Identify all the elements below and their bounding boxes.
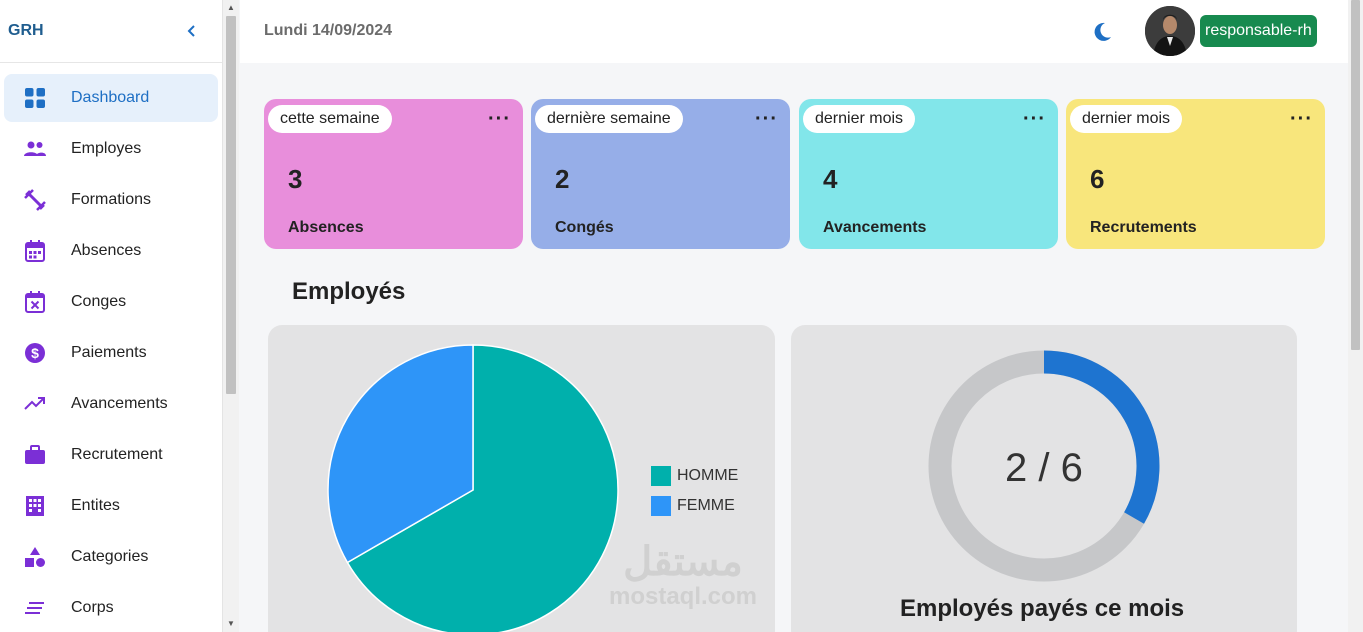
stat-label: Congés <box>555 219 614 236</box>
brand-name: GRH <box>8 22 44 39</box>
sidebar: GRH Dashboard Employes Formations <box>0 0 223 632</box>
sidebar-item-label: Paiements <box>71 344 147 361</box>
sidebar-item-conges[interactable]: Conges <box>4 278 218 326</box>
avatar[interactable] <box>1145 6 1195 56</box>
sidebar-item-corps[interactable]: Corps <box>4 584 218 632</box>
calendar-x-icon <box>22 289 48 315</box>
paid-label: Employés payés ce mois <box>900 595 1185 622</box>
stat-value: 6 <box>1090 164 1105 194</box>
pie-slice-femme[interactable] <box>327 344 474 564</box>
dollar-icon: $ <box>22 340 48 366</box>
stat-label: Avancements <box>823 219 927 236</box>
role-badge[interactable]: responsable-rh <box>1200 15 1317 47</box>
people-icon <box>22 136 48 162</box>
sidebar-item-categories[interactable]: Categories <box>4 533 218 581</box>
sidebar-item-label: Employes <box>71 140 142 157</box>
section-title: Employés <box>292 278 406 305</box>
paid-ratio: 2 / 6 <box>1005 446 1083 490</box>
period-chip[interactable]: dernier mois <box>1070 105 1183 133</box>
period-chip[interactable]: cette semaine <box>268 105 392 133</box>
sidebar-item-formations[interactable]: Formations <box>4 176 218 224</box>
sidebar-nav: Dashboard Employes Formations Absences C… <box>0 63 222 632</box>
paid-employees-panel: 2 / 6 Employés payés ce mois <box>791 325 1297 632</box>
top-bar: Lundi 14/09/2024 responsable-rh <box>240 0 1348 63</box>
legend-swatch <box>651 496 671 516</box>
paid-donut-chart <box>928 350 1160 582</box>
sidebar-item-label: Avancements <box>71 395 168 412</box>
current-date: Lundi 14/09/2024 <box>264 22 393 39</box>
gender-pie-chart <box>327 344 619 632</box>
sidebar-item-label: Formations <box>71 191 152 208</box>
main-scrollbar-thumb[interactable] <box>1351 0 1360 350</box>
stat-value: 3 <box>288 164 303 194</box>
stat-card-absences: cette semaine ··· 3 Absences <box>264 99 523 249</box>
legend-item-femme[interactable]: FEMME <box>651 496 735 516</box>
more-icon[interactable]: ··· <box>1290 108 1313 130</box>
stat-card-conges: dernière semaine ··· 2 Congés <box>531 99 790 249</box>
more-icon[interactable]: ··· <box>488 108 511 130</box>
stat-value: 4 <box>823 164 838 194</box>
period-chip[interactable]: dernier mois <box>803 105 916 133</box>
stat-label: Absences <box>288 219 364 236</box>
sidebar-item-label: Conges <box>71 293 127 310</box>
sidebar-item-label: Corps <box>71 599 114 616</box>
trending-up-icon <box>22 391 48 417</box>
main-scrollbar[interactable] <box>1348 0 1363 632</box>
dumbbell-icon <box>22 187 48 213</box>
sidebar-item-dashboard[interactable]: Dashboard <box>4 74 218 122</box>
sidebar-item-label: Dashboard <box>71 89 150 106</box>
more-icon[interactable]: ··· <box>1023 108 1046 130</box>
list-icon <box>22 595 48 621</box>
legend-label: FEMME <box>677 497 735 514</box>
svg-text:$: $ <box>31 345 39 361</box>
sidebar-header: GRH <box>0 0 222 63</box>
stat-value: 2 <box>555 164 570 194</box>
building-icon <box>22 493 48 519</box>
chevron-left-icon[interactable] <box>182 21 202 41</box>
donut-progress-arc <box>1043 350 1160 524</box>
dashboard-icon <box>22 85 48 111</box>
sidebar-scrollbar[interactable]: ▲ ▼ <box>223 0 239 632</box>
more-icon[interactable]: ··· <box>755 108 778 130</box>
legend-swatch <box>651 466 671 486</box>
sidebar-item-label: Absences <box>71 242 142 259</box>
stat-card-recrutements: dernier mois ··· 6 Recrutements <box>1066 99 1325 249</box>
sidebar-scrollbar-thumb[interactable] <box>226 16 236 394</box>
shapes-icon <box>22 544 48 570</box>
sidebar-item-employes[interactable]: Employes <box>4 125 218 173</box>
stat-card-avancements: dernier mois ··· 4 Avancements <box>799 99 1058 249</box>
stat-label: Recrutements <box>1090 219 1197 236</box>
briefcase-icon <box>22 442 48 468</box>
sidebar-item-absences[interactable]: Absences <box>4 227 218 275</box>
pie-slice-homme[interactable] <box>346 344 619 632</box>
sidebar-item-label: Entites <box>71 497 120 514</box>
scroll-up-icon[interactable]: ▲ <box>227 3 235 12</box>
sidebar-item-avancements[interactable]: Avancements <box>4 380 218 428</box>
scroll-down-icon[interactable]: ▼ <box>227 619 235 628</box>
period-chip[interactable]: dernière semaine <box>535 105 683 133</box>
sidebar-item-label: Recrutement <box>71 446 163 463</box>
legend-label: HOMME <box>677 467 739 484</box>
sidebar-item-entites[interactable]: Entites <box>4 482 218 530</box>
moon-icon[interactable] <box>1090 20 1114 44</box>
sidebar-item-paiements[interactable]: $ Paiements <box>4 329 218 377</box>
watermark-logo: مستقل mostaql.com <box>608 540 758 610</box>
gender-chart-panel: HOMME FEMME <box>268 325 775 632</box>
legend-item-homme[interactable]: HOMME <box>651 466 738 486</box>
calendar-icon <box>22 238 48 264</box>
sidebar-item-recrutement[interactable]: Recrutement <box>4 431 218 479</box>
sidebar-item-label: Categories <box>71 548 149 565</box>
